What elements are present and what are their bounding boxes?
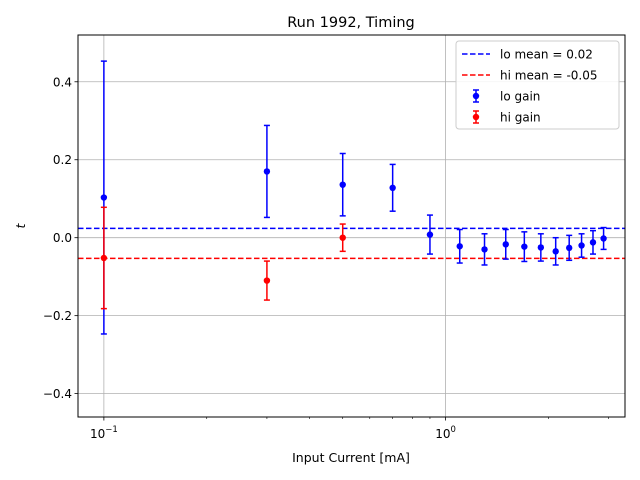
x-tick-label: 10−1 <box>90 425 118 441</box>
legend-hi-err-label: hi gain <box>500 111 541 125</box>
legend-lo-line-label: lo mean = 0.02 <box>500 48 593 62</box>
y-tick-label: −0.2 <box>43 309 72 323</box>
hi-point <box>263 277 271 284</box>
reference-lines <box>78 227 625 260</box>
chart-title: Run 1992, Timing <box>287 15 415 31</box>
lo-point <box>339 181 346 188</box>
legend-hi-marker-swatch <box>472 113 480 121</box>
legend-lo-marker-swatch <box>472 92 480 100</box>
y-axis-label: t <box>13 222 28 228</box>
lo-point <box>263 168 271 175</box>
lo-point <box>100 194 108 201</box>
legend-box <box>455 40 620 130</box>
lo-point <box>502 241 509 248</box>
lo-point <box>552 248 559 255</box>
lo-point <box>481 246 488 253</box>
lo-point <box>600 235 607 242</box>
hi-point <box>100 254 108 262</box>
legend-hi-line-label: hi mean = -0.05 <box>500 69 598 83</box>
lo-point <box>565 244 573 252</box>
hi-point <box>339 234 346 241</box>
lo-point <box>537 244 545 251</box>
y-tick-label: −0.4 <box>43 387 72 401</box>
lo-point <box>578 242 585 249</box>
y-tick-label: 0.0 <box>53 231 72 245</box>
y-tick-label: 0.2 <box>53 153 72 167</box>
x-tick-label: 100 <box>435 425 456 441</box>
y-tick-label: 0.4 <box>53 75 72 89</box>
lo-point <box>456 243 463 250</box>
plot-area-frame <box>77 34 626 418</box>
legend-lo-err-label: lo gain <box>500 90 540 104</box>
data-series <box>100 60 607 335</box>
lo-point <box>589 239 597 246</box>
x-axis-label: Input Current [mA] <box>292 450 410 465</box>
lo-point <box>389 184 396 191</box>
lo-point <box>521 243 528 250</box>
legend: lo mean = 0.02 hi mean = -0.05 lo gain hi g… <box>455 40 620 130</box>
lo-point <box>426 231 434 238</box>
